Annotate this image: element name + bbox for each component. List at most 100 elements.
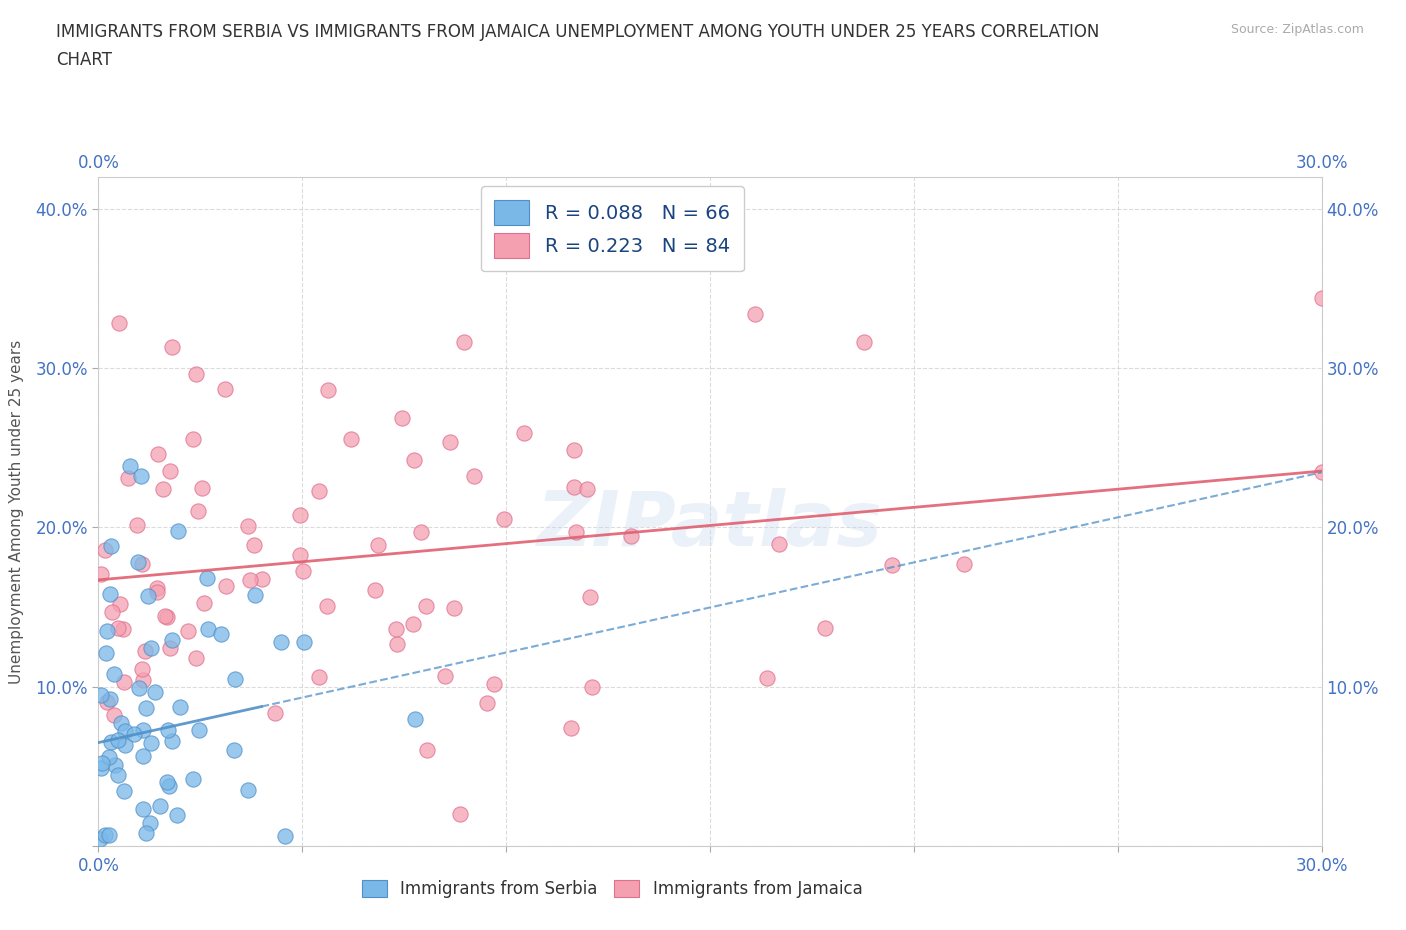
Point — [132, 723, 155, 737]
Point — [157, 919, 180, 930]
Point — [308, 484, 330, 498]
Point — [315, 598, 337, 613]
Point — [209, 627, 232, 642]
Point — [367, 538, 389, 553]
Point — [127, 555, 149, 570]
Point — [139, 816, 162, 830]
Point — [814, 620, 837, 635]
Point — [98, 692, 121, 707]
Point — [112, 784, 135, 799]
Point — [160, 339, 183, 354]
Point — [94, 542, 117, 557]
Point — [391, 410, 413, 425]
Point — [193, 595, 215, 610]
Point — [177, 623, 200, 638]
Point — [100, 735, 122, 750]
Point — [96, 695, 118, 710]
Point — [129, 469, 152, 484]
Point — [288, 548, 311, 563]
Point — [264, 705, 287, 720]
Point — [125, 881, 148, 896]
Point — [560, 721, 582, 736]
Point — [852, 335, 875, 350]
Point — [98, 750, 121, 764]
Point — [110, 596, 132, 611]
Point — [132, 802, 155, 817]
Point — [188, 723, 211, 737]
Point — [159, 640, 181, 655]
Point — [166, 808, 188, 823]
Point — [215, 578, 238, 593]
Point — [141, 736, 163, 751]
Point — [159, 463, 181, 478]
Point — [103, 667, 125, 682]
Point — [416, 742, 439, 757]
Point — [100, 587, 122, 602]
Point — [475, 696, 498, 711]
Point — [112, 674, 135, 689]
Point — [744, 307, 766, 322]
Legend: Immigrants from Serbia, Immigrants from Jamaica: Immigrants from Serbia, Immigrants from … — [356, 873, 869, 905]
Point — [181, 432, 204, 446]
Point — [215, 857, 238, 872]
Point — [236, 519, 259, 534]
Point — [96, 624, 118, 639]
Point — [157, 723, 180, 737]
Point — [402, 617, 425, 631]
Point — [191, 481, 214, 496]
Point — [100, 538, 122, 553]
Point — [114, 724, 136, 738]
Text: IMMIGRANTS FROM SERBIA VS IMMIGRANTS FROM JAMAICA UNEMPLOYMENT AMONG YOUTH UNDER: IMMIGRANTS FROM SERBIA VS IMMIGRANTS FRO… — [56, 23, 1099, 41]
Point — [107, 621, 129, 636]
Point — [100, 855, 122, 870]
Point — [756, 671, 779, 685]
Point — [449, 807, 471, 822]
Point — [162, 733, 184, 748]
Point — [768, 537, 790, 551]
Point — [139, 641, 162, 656]
Point — [169, 699, 191, 714]
Point — [224, 671, 246, 686]
Point — [156, 610, 179, 625]
Point — [90, 566, 112, 581]
Point — [131, 661, 153, 676]
Point — [292, 564, 315, 578]
Point — [385, 637, 408, 652]
Point — [222, 743, 245, 758]
Point — [463, 468, 485, 483]
Point — [195, 571, 218, 586]
Point — [288, 508, 311, 523]
Point — [110, 715, 132, 730]
Point — [118, 458, 141, 473]
Point — [90, 761, 112, 776]
Point — [156, 775, 179, 790]
Point — [197, 622, 219, 637]
Point — [340, 432, 363, 446]
Point — [96, 848, 118, 863]
Point — [236, 782, 259, 797]
Point — [108, 315, 131, 330]
Point — [96, 646, 118, 661]
Point — [581, 679, 603, 694]
Point — [146, 446, 169, 461]
Point — [132, 672, 155, 687]
Point — [562, 442, 585, 457]
Point — [239, 572, 262, 587]
Point — [117, 471, 139, 485]
Point — [149, 799, 172, 814]
Point — [134, 644, 156, 658]
Point — [162, 632, 184, 647]
Point — [94, 871, 117, 886]
Point — [98, 828, 121, 843]
Point — [443, 601, 465, 616]
Point — [494, 512, 516, 527]
Point — [167, 524, 190, 538]
Point — [136, 589, 159, 604]
Point — [385, 622, 408, 637]
Point — [122, 726, 145, 741]
Point — [415, 598, 437, 613]
Point — [184, 366, 207, 381]
Point — [107, 733, 129, 748]
Point — [145, 585, 167, 600]
Point — [439, 434, 461, 449]
